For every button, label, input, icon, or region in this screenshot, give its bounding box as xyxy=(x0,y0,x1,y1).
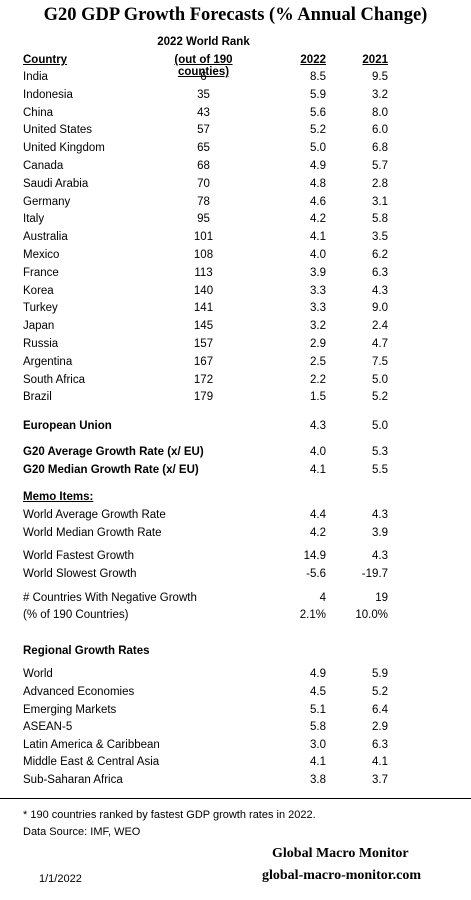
memo-negative-count-row: # Countries With Negative Growth 4 19 xyxy=(23,592,388,604)
table-row: Japan 145 3.2 2.4 xyxy=(23,320,388,333)
table-row: Canada 68 4.9 5.7 xyxy=(23,160,388,172)
rank-header-line2: (out of 190 counties) xyxy=(174,54,233,78)
country-header: Country xyxy=(23,54,68,66)
eu-row: European Union 4.3 5.0 xyxy=(23,420,388,432)
table-row: Mexico 108 4.0 6.2 xyxy=(23,249,388,261)
footer-divider xyxy=(0,798,471,799)
table-row: Russia 157 2.9 4.7 xyxy=(23,338,388,350)
data-source: Data Source: IMF, WEO xyxy=(23,826,141,838)
table-row: India 6 8.5 9.5 xyxy=(23,71,388,83)
table-row: Korea 140 3.3 4.3 xyxy=(23,284,388,297)
year-2021-header: 2021 xyxy=(362,54,388,66)
website: global-macro-monitor.com xyxy=(262,868,422,883)
regional-growth-title: Regional Growth Rates xyxy=(23,645,150,657)
table-row: Turkey 141 3.3 9.0 xyxy=(23,302,388,315)
regional-row: Emerging Markets 5.1 6.4 xyxy=(23,704,388,716)
memo-world-average-row: World Average Growth Rate 4.4 4.3 xyxy=(23,509,388,521)
table-row: South Africa 172 2.2 5.0 xyxy=(23,373,388,386)
memo-world-median-row: World Median Growth Rate 4.2 3.9 xyxy=(23,527,388,539)
regional-row: World 4.9 5.9 xyxy=(23,668,388,680)
table-row: Indonesia 35 5.9 3.2 xyxy=(23,88,388,101)
regional-row: Sub-Saharan Africa 3.8 3.7 xyxy=(23,774,388,786)
table-row: Germany 78 4.6 3.1 xyxy=(23,195,388,208)
footnote: * 190 countries ranked by fastest GDP gr… xyxy=(23,809,316,821)
date: 1/1/2022 xyxy=(39,873,82,885)
regional-row: Latin America & Caribbean 3.0 6.3 xyxy=(23,739,388,751)
table-row: Brazil 179 1.5 5.2 xyxy=(23,391,388,404)
memo-slowest-row: World Slowest Growth -5.6 -19.7 xyxy=(23,568,388,580)
table-row: Argentina 167 2.5 7.5 xyxy=(23,355,388,368)
table-row: Australia 101 4.1 3.5 xyxy=(23,231,388,244)
table-row: United Kingdom 65 5.0 6.8 xyxy=(23,142,388,155)
table-row: China 43 5.6 8.0 xyxy=(23,106,388,119)
g20-median-row: G20 Median Growth Rate (x/ EU) 4.1 5.5 xyxy=(23,464,388,476)
table-row: Italy 95 4.2 5.8 xyxy=(23,213,388,226)
table-row: France 113 3.9 6.3 xyxy=(23,266,388,279)
g20-average-row: G20 Average Growth Rate (x/ EU) 4.0 5.3 xyxy=(23,446,388,458)
table-row: United States 57 5.2 6.0 xyxy=(23,124,388,137)
regional-row: Middle East & Central Asia 4.1 4.1 xyxy=(23,756,388,768)
memo-fastest-row: World Fastest Growth 14.9 4.3 xyxy=(23,550,388,562)
regional-row: Advanced Economies 4.5 5.2 xyxy=(23,686,388,698)
table-row: Saudi Arabia 70 4.8 2.8 xyxy=(23,177,388,190)
page-title: G20 GDP Growth Forecasts (% Annual Chang… xyxy=(43,5,428,25)
regional-row: ASEAN-5 5.8 2.9 xyxy=(23,721,388,733)
brand-name: Global Macro Monitor xyxy=(272,846,409,861)
memo-negative-pct-row: (% of 190 Countries) 2.1% 10.0% xyxy=(23,609,388,621)
year-2022-header: 2022 xyxy=(300,54,326,66)
memo-items-title: Memo Items: xyxy=(23,491,94,503)
rank-header-line1: 2022 World Rank xyxy=(157,36,250,48)
